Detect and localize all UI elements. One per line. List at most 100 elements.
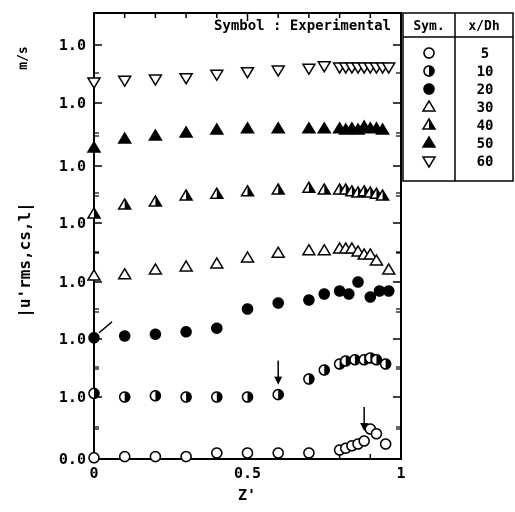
legend-value: 50 <box>477 136 494 152</box>
legend-header-symbol: Sym. <box>413 19 444 34</box>
data-point <box>301 63 317 76</box>
data-point <box>362 247 378 260</box>
chart-note: Symbol : Experimental <box>214 18 391 34</box>
data-point <box>318 288 330 300</box>
data-point <box>316 121 332 134</box>
data-point <box>118 450 131 463</box>
series-10 <box>88 352 392 403</box>
data-point <box>316 243 332 256</box>
data-point <box>381 262 397 275</box>
data-point <box>316 182 332 195</box>
legend-marker <box>423 83 435 95</box>
legend-value: 20 <box>477 82 494 98</box>
data-point <box>209 256 225 269</box>
legend: Sym. x/Dh 5 10 20 30 40 50 60 <box>402 12 514 182</box>
series-50 <box>86 119 390 153</box>
series-40 <box>86 180 390 219</box>
data-point <box>272 297 284 309</box>
data-point <box>118 330 131 342</box>
slash-annotation <box>98 321 113 334</box>
series-60 <box>86 61 397 90</box>
data-point <box>272 447 284 459</box>
y-tick-label: 1.0 <box>59 94 86 112</box>
data-point <box>241 303 254 315</box>
data-point <box>117 131 133 144</box>
data-point <box>352 276 364 288</box>
data-point <box>270 121 286 134</box>
data-point <box>117 267 133 280</box>
arrow-annotation <box>274 360 283 385</box>
data-point <box>88 387 100 400</box>
data-point <box>301 243 317 256</box>
data-point <box>318 364 330 376</box>
data-point <box>382 285 395 297</box>
y-tick-label: 0.0 <box>59 450 86 468</box>
data-point <box>316 61 332 74</box>
data-point <box>301 180 317 193</box>
data-point <box>180 326 192 338</box>
legend-value: 60 <box>477 154 494 170</box>
data-point <box>272 388 284 401</box>
legend-marker <box>421 135 437 148</box>
data-point <box>240 184 255 197</box>
data-point <box>86 140 102 153</box>
data-point <box>211 391 223 403</box>
series-20 <box>88 276 395 344</box>
y-axis-label: |u'rms,cs,l| <box>15 202 35 318</box>
legend-marker <box>421 99 437 112</box>
y-unit-label: m/s <box>16 46 31 69</box>
y-tick-label: 1.0 <box>59 36 86 54</box>
data-point <box>211 322 223 334</box>
data-point <box>148 128 163 141</box>
data-point <box>86 77 102 90</box>
data-point <box>209 122 225 135</box>
data-point <box>303 294 315 306</box>
data-point <box>364 291 377 303</box>
legend-value: 10 <box>477 64 494 80</box>
data-point <box>375 122 390 135</box>
data-point <box>379 438 392 450</box>
data-point <box>117 197 133 210</box>
data-point <box>178 125 194 138</box>
data-point <box>149 390 162 402</box>
data-point <box>370 354 383 366</box>
y-tick-label: 1.0 <box>59 157 86 175</box>
data-point <box>148 194 163 207</box>
legend-value: 30 <box>477 100 494 116</box>
legend-marker <box>421 156 437 169</box>
data-point <box>178 259 194 272</box>
data-point <box>339 355 352 367</box>
x-tick-label: 1 <box>396 464 405 482</box>
data-point <box>370 428 383 440</box>
data-point <box>301 121 317 134</box>
legend-value: 40 <box>477 118 494 134</box>
data-point <box>379 358 392 370</box>
data-point <box>343 288 355 300</box>
y-tick-label: 1.0 <box>59 273 86 291</box>
arrow-annotation <box>360 407 369 431</box>
data-point <box>303 373 315 385</box>
data-point <box>211 447 223 459</box>
data-point <box>209 186 225 199</box>
data-point <box>117 75 133 88</box>
data-point <box>86 268 102 281</box>
x-axis-label: Z' <box>238 486 256 504</box>
legend-box <box>402 12 514 182</box>
data-point <box>241 391 254 403</box>
series-5 <box>88 423 392 464</box>
legend-marker <box>421 117 437 130</box>
data-point <box>88 332 100 344</box>
legend-marker <box>423 47 435 59</box>
data-point <box>303 447 315 459</box>
data-point <box>180 450 192 463</box>
data-point <box>149 328 162 340</box>
data-point <box>178 73 194 86</box>
data-point <box>86 206 102 219</box>
legend-value: 5 <box>481 46 489 62</box>
data-point <box>369 253 384 266</box>
data-point <box>270 245 286 258</box>
y-tick-label: 1.0 <box>59 330 86 348</box>
y-tick-label: 1.0 <box>59 388 86 406</box>
legend-header-xdh: x/Dh <box>468 19 499 34</box>
data-point <box>180 391 192 403</box>
